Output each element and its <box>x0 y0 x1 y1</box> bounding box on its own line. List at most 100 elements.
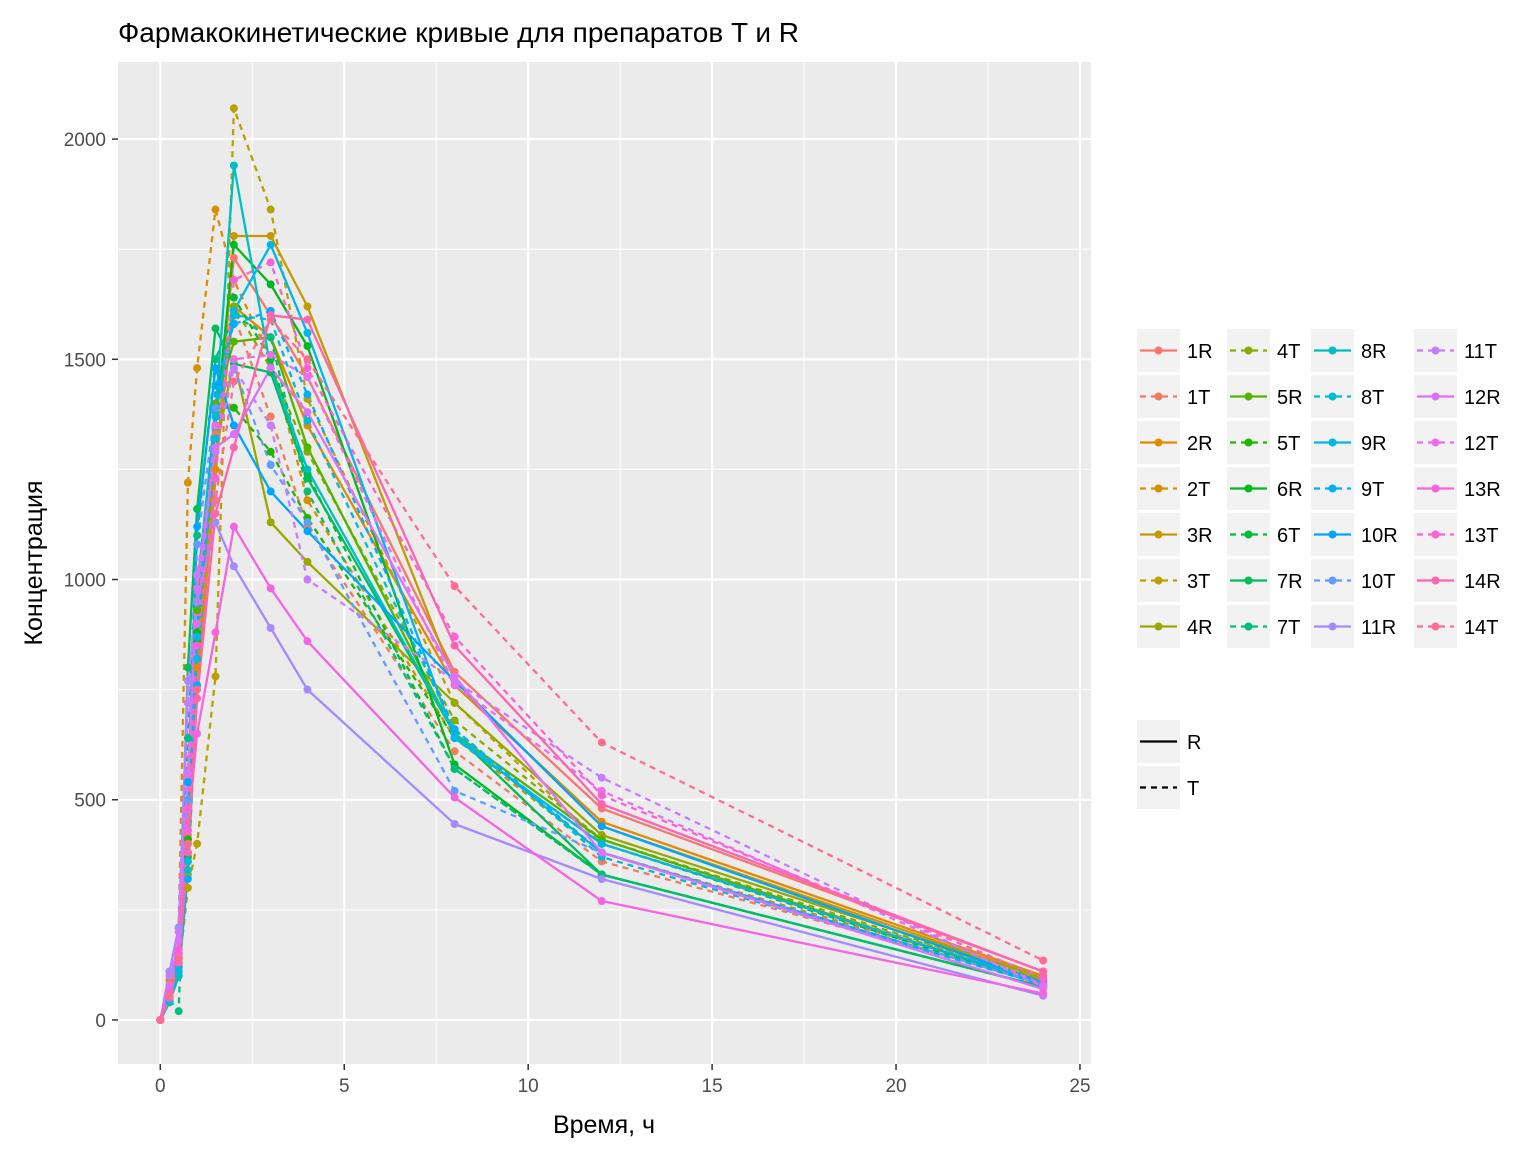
data-point-13R <box>597 897 606 906</box>
data-point-12T <box>450 681 459 690</box>
legend-label: 11T <box>1464 341 1497 363</box>
data-point-11T <box>303 575 312 584</box>
data-point-9R <box>303 328 312 337</box>
data-point-10R <box>229 421 238 430</box>
data-point-11T <box>229 364 238 373</box>
data-point-3R <box>266 231 275 240</box>
legend-label: 6T <box>1277 525 1300 547</box>
legend-label: 4T <box>1277 341 1300 363</box>
data-point-5R <box>193 606 202 615</box>
data-point-12R <box>303 408 312 417</box>
plot-panel <box>118 62 1091 1064</box>
data-point-10T <box>266 461 275 470</box>
data-point-14T <box>193 685 202 694</box>
data-point-14R <box>193 694 202 703</box>
data-point-14T <box>303 355 312 364</box>
data-point-8R <box>229 161 238 170</box>
data-point-6R <box>266 280 275 289</box>
data-point-14T <box>183 839 192 848</box>
legend-label: 1T <box>1187 387 1210 409</box>
data-point-12R <box>174 936 183 945</box>
legend-label: 11R <box>1361 617 1396 639</box>
legend-label: 6R <box>1277 479 1303 501</box>
data-point-14T <box>165 991 174 1000</box>
legend-key-point <box>1154 530 1163 539</box>
legend-key-point <box>1431 346 1440 355</box>
data-point-8T <box>211 434 220 443</box>
y-tick-label: 500 <box>74 791 106 812</box>
data-point-13R <box>450 793 459 802</box>
data-point-12R <box>266 364 275 373</box>
legend-label: 7R <box>1277 571 1303 593</box>
legend-key-point <box>1244 392 1253 401</box>
x-axis: 0 5 10 15 20 25 <box>155 1064 1091 1097</box>
data-point-1T <box>450 747 459 756</box>
data-point-12T <box>229 355 238 364</box>
data-point-12R <box>229 430 238 439</box>
data-point-9T <box>211 381 220 390</box>
legend-key-point <box>1328 530 1337 539</box>
data-point-11R <box>266 623 275 632</box>
legend-key-point <box>1244 346 1253 355</box>
legend-key-point <box>1328 576 1337 585</box>
data-point-12R <box>450 672 459 681</box>
legend-key-point <box>1328 392 1337 401</box>
legend-key-point <box>1431 622 1440 631</box>
data-point-7T <box>450 764 459 773</box>
legend-key-point <box>1154 438 1163 447</box>
data-point-14R <box>303 315 312 324</box>
data-point-12R <box>183 769 192 778</box>
x-tick-label: 0 <box>155 1076 166 1097</box>
data-point-14R <box>211 509 220 518</box>
data-point-10T <box>450 786 459 795</box>
data-point-10T <box>193 540 202 549</box>
data-point-7R <box>183 663 192 672</box>
legend-key-point <box>1244 438 1253 447</box>
data-point-11R <box>193 597 202 606</box>
data-point-14T <box>156 1015 165 1024</box>
data-point-14R <box>183 848 192 857</box>
data-point-2T <box>211 205 220 214</box>
data-point-9R <box>450 734 459 743</box>
legend-key-point <box>1328 346 1337 355</box>
y-tick-label: 1500 <box>64 350 106 371</box>
data-point-14R <box>229 443 238 452</box>
data-point-10R <box>597 822 606 831</box>
data-point-12T <box>193 619 202 628</box>
series-points <box>156 104 1048 1024</box>
data-point-10T <box>303 518 312 527</box>
data-point-7T <box>303 487 312 496</box>
data-point-9R <box>597 839 606 848</box>
data-point-11R <box>597 875 606 884</box>
legend-label: 8R <box>1361 341 1387 363</box>
data-point-10R <box>266 487 275 496</box>
data-point-13R <box>303 637 312 646</box>
data-point-10R <box>193 522 202 531</box>
data-point-8R <box>303 465 312 474</box>
data-point-11T <box>165 971 174 980</box>
data-point-14T <box>229 377 238 386</box>
data-point-3T <box>229 104 238 113</box>
data-point-13T <box>229 276 238 285</box>
data-point-13R <box>193 729 202 738</box>
data-point-13T <box>303 364 312 373</box>
data-point-13T <box>266 258 275 267</box>
data-point-4T <box>450 716 459 725</box>
legend-label: 13T <box>1464 525 1498 547</box>
series-line-10T <box>159 366 1044 1021</box>
data-point-8T <box>303 416 312 425</box>
data-point-8R <box>183 866 192 875</box>
data-point-10R <box>183 778 192 787</box>
legend-label: 3T <box>1187 571 1210 593</box>
legend-label: 10R <box>1361 525 1398 547</box>
data-point-9T <box>183 875 192 884</box>
data-point-3T <box>266 205 275 214</box>
linetype-label: R <box>1187 732 1201 754</box>
data-point-7T <box>211 355 220 364</box>
legend-label: 5R <box>1277 387 1303 409</box>
data-point-14T <box>211 496 220 505</box>
data-point-13R <box>266 584 275 593</box>
legend-label: 1R <box>1187 341 1213 363</box>
data-point-10T <box>183 795 192 804</box>
data-point-6T <box>229 293 238 302</box>
